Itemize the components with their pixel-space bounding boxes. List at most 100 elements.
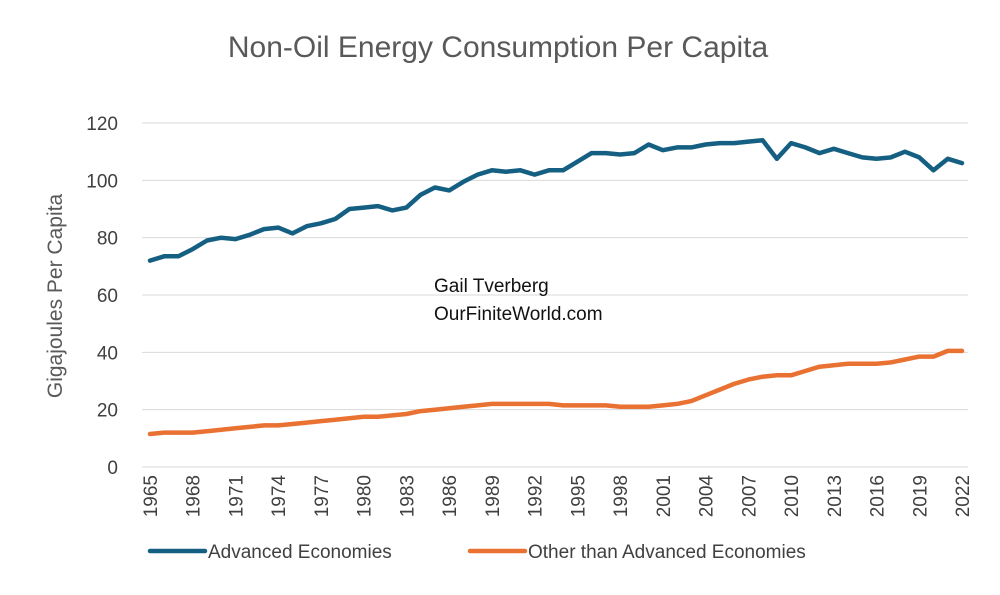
x-tick-label: 1998: [611, 475, 632, 517]
data-point: [634, 406, 635, 407]
data-point: [449, 190, 450, 191]
data-point: [563, 405, 564, 406]
data-point: [192, 432, 193, 433]
data-point: [392, 415, 393, 416]
y-tick-label: 40: [97, 343, 118, 364]
data-point: [349, 209, 350, 210]
data-point: [520, 403, 521, 404]
data-point: [605, 405, 606, 406]
data-point: [377, 416, 378, 417]
data-point: [392, 210, 393, 211]
y-tick-label: 100: [86, 171, 118, 192]
data-point: [206, 240, 207, 241]
data-point: [933, 356, 934, 357]
x-tick-label: 1995: [568, 475, 589, 517]
data-point: [320, 421, 321, 422]
data-point: [748, 379, 749, 380]
x-tick-label: 1968: [184, 475, 205, 517]
data-point: [691, 401, 692, 402]
data-point: [320, 223, 321, 224]
series-0-points: [150, 140, 963, 261]
data-point: [577, 161, 578, 162]
data-point: [734, 383, 735, 384]
data-point: [919, 356, 920, 357]
data-point: [306, 226, 307, 227]
data-point: [705, 144, 706, 145]
y-tick-label: 60: [97, 286, 118, 307]
data-point: [634, 153, 635, 154]
data-point: [833, 365, 834, 366]
x-tick-label: 2001: [654, 475, 675, 517]
x-tick-label: 2016: [868, 475, 889, 517]
data-point: [363, 207, 364, 208]
data-point: [406, 413, 407, 414]
x-tick-label: 1983: [397, 475, 418, 517]
data-point: [506, 403, 507, 404]
x-tick-label: 1980: [355, 475, 376, 517]
data-point: [833, 148, 834, 149]
data-point: [577, 405, 578, 406]
data-point: [221, 237, 222, 238]
data-point: [164, 256, 165, 257]
data-point: [292, 424, 293, 425]
data-point: [335, 419, 336, 420]
data-point: [819, 366, 820, 367]
data-point: [962, 350, 963, 351]
data-point: [349, 418, 350, 419]
data-point: [335, 219, 336, 220]
data-point: [947, 158, 948, 159]
data-point: [933, 170, 934, 171]
data-point: [449, 408, 450, 409]
x-axis-ticks: 1965 1968 1971 1974 1977 1980 1983 1986 1989 1992…: [141, 475, 974, 518]
x-tick-label: 2013: [825, 475, 846, 517]
data-point: [292, 233, 293, 234]
data-point: [648, 144, 649, 145]
data-point: [363, 416, 364, 417]
x-tick-label: 1986: [440, 475, 461, 517]
data-point: [591, 153, 592, 154]
data-point: [620, 154, 621, 155]
data-point: [249, 426, 250, 427]
data-point: [434, 187, 435, 188]
data-point: [377, 206, 378, 207]
data-point: [620, 406, 621, 407]
data-point: [235, 239, 236, 240]
data-point: [420, 411, 421, 412]
data-point: [776, 158, 777, 159]
data-point: [206, 431, 207, 432]
data-point: [905, 151, 906, 152]
data-point: [477, 174, 478, 175]
x-tick-label: 2004: [697, 475, 718, 518]
data-point: [249, 234, 250, 235]
data-point: [477, 405, 478, 406]
data-point: [420, 194, 421, 195]
data-point: [278, 227, 279, 228]
legend-item-1: Other than Advanced Economies: [467, 542, 806, 563]
data-point: [306, 422, 307, 423]
data-point: [791, 375, 792, 376]
data-point: [563, 170, 564, 171]
gridlines: [142, 122, 968, 468]
data-point: [862, 363, 863, 364]
series-lines: [147, 137, 965, 437]
legend-label: Other than Advanced Economies: [528, 542, 806, 563]
x-tick-label: 2010: [782, 475, 803, 517]
annotation-website: OurFiniteWorld.com: [434, 304, 603, 325]
data-point: [463, 181, 464, 182]
y-axis-ticks: 0 20 40 60 80 100 120: [86, 114, 118, 479]
chart-title: Non-Oil Energy Consumption Per Capita: [228, 31, 769, 64]
data-point: [862, 157, 863, 158]
data-point: [677, 403, 678, 404]
data-point: [406, 207, 407, 208]
data-point: [235, 428, 236, 429]
legend-label: Advanced Economies: [208, 542, 392, 563]
data-point: [150, 434, 151, 435]
data-point: [178, 256, 179, 257]
data-point: [719, 143, 720, 144]
data-point: [548, 403, 549, 404]
x-tick-label: 1977: [312, 475, 333, 517]
data-point: [221, 429, 222, 430]
data-point: [463, 406, 464, 407]
data-point: [434, 409, 435, 410]
